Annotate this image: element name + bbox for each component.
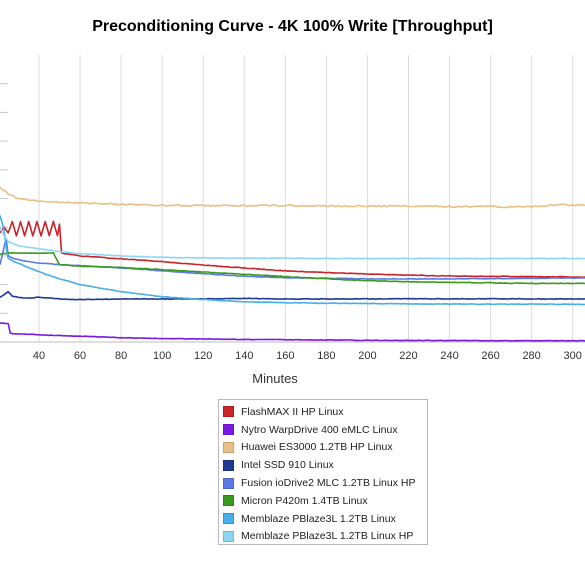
legend-item: Nytro WarpDrive 400 eMLC Linux [223,421,423,439]
series-line [0,220,585,279]
legend-label: Nytro WarpDrive 400 eMLC Linux [241,423,398,436]
legend-item: Memblaze PBlaze3L 1.2TB Linux [223,510,423,528]
x-tick-label: 140 [235,350,253,362]
legend: FlashMAX II HP Linux Nytro WarpDrive 400 … [218,399,428,545]
legend-item: Huawei ES3000 1.2TB HP Linux [223,439,423,457]
x-tick-label: 60 [74,350,86,362]
x-tick-label: 260 [481,350,499,362]
x-tick-label: 80 [115,350,127,362]
series-line [0,252,585,285]
x-axis-title: Minutes [252,371,298,386]
series-line [0,215,585,306]
x-tick-labels: 40 60 80 100 120 140 160 180 200 220 240 260 280 300 [33,350,582,362]
series-line [0,322,585,342]
legend-label: Intel SSD 910 Linux [241,459,334,472]
x-tick-label: 220 [399,350,417,362]
series-line [0,226,585,260]
x-tick-label: 180 [317,350,335,362]
legend-label: Memblaze PBlaze3L 1.2TB Linux HP [241,530,414,543]
series-line [0,186,585,209]
series-lines [0,186,585,342]
legend-swatch [223,459,234,471]
x-tick-label: 200 [358,350,376,362]
chart-title: Preconditioning Curve - 4K 100% Write [T… [92,18,493,35]
x-tick-label: 240 [440,350,458,362]
legend-item: FlashMAX II HP Linux [223,403,423,421]
legend-item: Fusion ioDrive2 MLC 1.2TB Linux HP [223,474,423,492]
legend-label: Huawei ES3000 1.2TB HP Linux [241,441,393,454]
legend-swatch [223,530,234,542]
legend-label: Memblaze PBlaze3L 1.2TB Linux [241,512,396,525]
gridlines [0,55,585,343]
legend-swatch [223,495,234,507]
x-tick-label: 280 [522,350,540,362]
x-tick-label: 120 [194,350,212,362]
x-tick-label: 300 [564,350,582,362]
legend-swatch [223,406,234,418]
legend-label: Micron P420m 1.4TB Linux [241,494,368,507]
x-tick-label: 40 [33,350,45,362]
legend-item: Intel SSD 910 Linux [223,456,423,474]
legend-swatch [223,441,234,453]
x-tick-label: 100 [153,350,171,362]
legend-swatch [223,513,234,525]
legend-label: FlashMAX II HP Linux [241,405,344,418]
legend-label: Fusion ioDrive2 MLC 1.2TB Linux HP [241,477,416,490]
series-line [0,290,585,301]
legend-item: Micron P420m 1.4TB Linux [223,492,423,510]
x-tick-label: 160 [276,350,294,362]
legend-item: Memblaze PBlaze3L 1.2TB Linux HP [223,528,423,546]
legend-swatch [223,477,234,489]
legend-swatch [223,424,234,436]
